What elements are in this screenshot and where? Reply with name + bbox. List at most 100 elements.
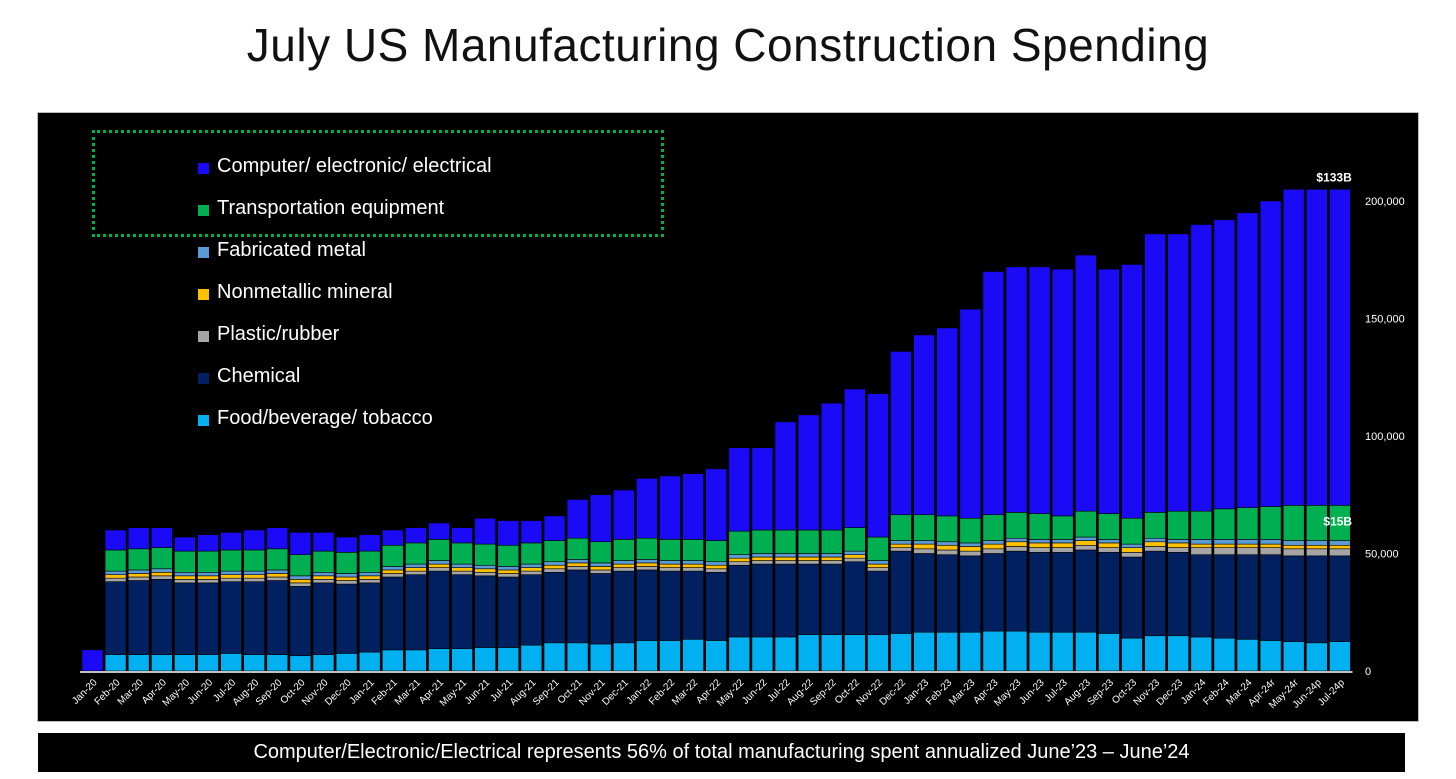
bar-segment [1028,552,1051,633]
bar-segment [797,529,820,554]
bar-segment [1121,517,1143,545]
bar-segment [1051,515,1074,540]
bar-segment [197,550,219,573]
bar-segment [428,567,450,572]
bar-segment [913,553,935,633]
bar-segment [843,550,866,555]
bar-segment [1259,506,1282,540]
bar-segment [1144,550,1166,637]
bar-segment [1005,537,1028,543]
bar-segment [867,393,889,538]
bar-segment [636,562,658,567]
bar-segment [1236,547,1259,555]
bar-segment [1190,554,1213,638]
bar-segment [566,562,589,567]
bar-segment [151,527,173,548]
x-tick-label: Mar-20 [116,677,146,707]
bar-segment [289,655,312,672]
bar-segment [243,654,265,672]
bar-segment [1236,638,1259,672]
bar-segment [381,649,404,672]
bar-segment [774,556,797,561]
bar-segment [982,553,1005,632]
bar-segment [1167,539,1189,544]
bar-segment [682,563,704,568]
stacked-bar-chart: Jan-20 Feb-20 Mar-20 Apr-20 May-20 Jun-20 Jul-… [37,112,1419,722]
bar-segment [520,520,543,544]
legend-highlight-box [92,130,664,237]
bar-segment [266,527,289,550]
x-tick-label: Sep-20 [254,677,285,708]
bar-segment [959,631,982,672]
bar-segment [1051,542,1074,548]
bar-segment [1098,552,1120,634]
bar-segment [612,570,635,644]
bar-segment [151,654,173,672]
x-tick-label: Mar-23 [947,677,977,707]
bar-segment [1329,540,1351,546]
legend-swatch [198,331,209,342]
bar-segment [890,514,912,541]
bar-segment [659,539,681,561]
bar-segment [220,570,242,575]
bar-segment [474,517,497,545]
bar-segment [682,570,704,640]
bar-segment [266,569,289,574]
bar-segment [843,634,866,672]
bar-segment [451,542,473,565]
bar-segment [589,566,612,571]
legend-label: Food/beverage/ tobacco [217,407,433,429]
x-tick-label: Sep-22 [808,677,839,708]
bar-segment [774,553,797,558]
bar-segment [358,575,381,580]
bar-segment [335,583,358,654]
bar-segment [543,568,566,573]
bar-segment [520,570,543,575]
bar-segment [913,334,935,516]
bar-segment [266,654,289,672]
bar-segment [843,554,866,559]
bar-segment [451,648,473,672]
bar-segment [1121,264,1143,519]
bar-segment [959,546,982,552]
bar-segment [774,636,797,672]
bar-segment [1167,547,1189,553]
bar-segment [797,560,820,565]
bar-segment [890,547,912,552]
bar-segment [612,563,635,568]
bar-segment [659,570,681,641]
bar-segment [312,532,335,552]
bar-segment [474,647,497,672]
bar-segment [381,569,404,574]
bar-segment [220,653,242,672]
bar-segment [705,640,728,672]
x-tick-label: Sep-21 [531,677,562,708]
bar-segment [405,570,427,575]
bar-segment [127,654,150,672]
bar-segment [266,573,289,578]
bar-segment [1144,537,1166,543]
bar-segment [1075,510,1097,538]
bar-segment [151,571,173,577]
bar-segment [497,569,520,574]
bar-segment [151,575,173,580]
bar-segment [243,581,265,655]
bar-segment [959,517,982,544]
bar-segment [358,571,381,577]
bar-segment [843,388,866,528]
bar-segment [428,563,450,568]
bar-segment [1051,552,1074,633]
bar-segment [1098,268,1120,514]
y-tick-label: 100,000 [1365,431,1405,443]
bar-segment [751,560,774,565]
bar-segment [220,577,242,582]
bar-segment [520,567,543,572]
bar-segment [959,542,982,547]
bar-segment [682,473,704,540]
bar-segment [451,570,473,575]
bar-segment [1213,554,1236,639]
bar-segment [589,541,612,564]
bar-segment [636,640,658,672]
bar-segment [520,574,543,646]
legend-label: Chemical [217,365,301,387]
